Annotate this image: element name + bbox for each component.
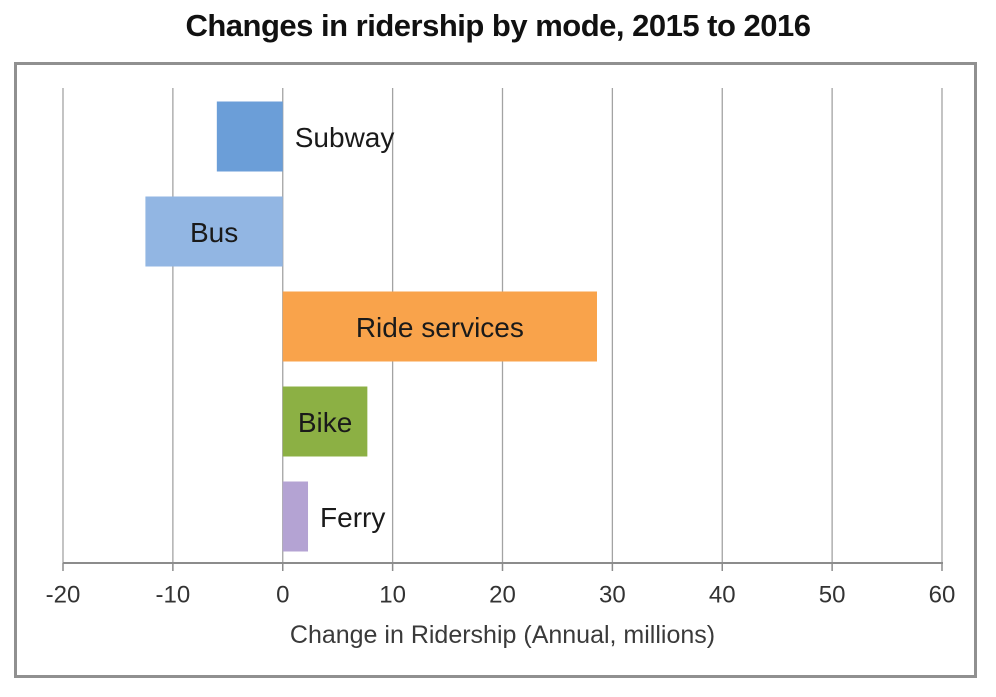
bar-ferry (282, 481, 309, 552)
bar-subway (216, 101, 283, 172)
chart-title: Changes in ridership by mode, 2015 to 20… (185, 8, 811, 43)
x-tick-label: -20 (46, 582, 81, 609)
x-tick-label: 60 (929, 582, 956, 609)
bar-label: Bus (190, 217, 238, 248)
bar-ride-services (282, 291, 597, 362)
x-tick-label: 30 (599, 582, 626, 609)
x-tick-label: 10 (379, 582, 406, 609)
x-tick-label: 20 (489, 582, 516, 609)
plot-border (14, 62, 977, 678)
x-tick-label: 40 (709, 582, 736, 609)
bar-label: Ferry (320, 502, 385, 533)
x-axis-title: Change in Ridership (Annual, millions) (290, 621, 715, 649)
bar-label: Ride services (356, 312, 524, 343)
bar-label: Bike (298, 407, 352, 438)
bar-bus (145, 196, 283, 267)
x-tick-label: 50 (819, 582, 846, 609)
x-tick-label: 0 (276, 582, 289, 609)
bar-bike (282, 386, 368, 457)
bar-label: Subway (295, 122, 395, 153)
x-tick-label: -10 (156, 582, 191, 609)
